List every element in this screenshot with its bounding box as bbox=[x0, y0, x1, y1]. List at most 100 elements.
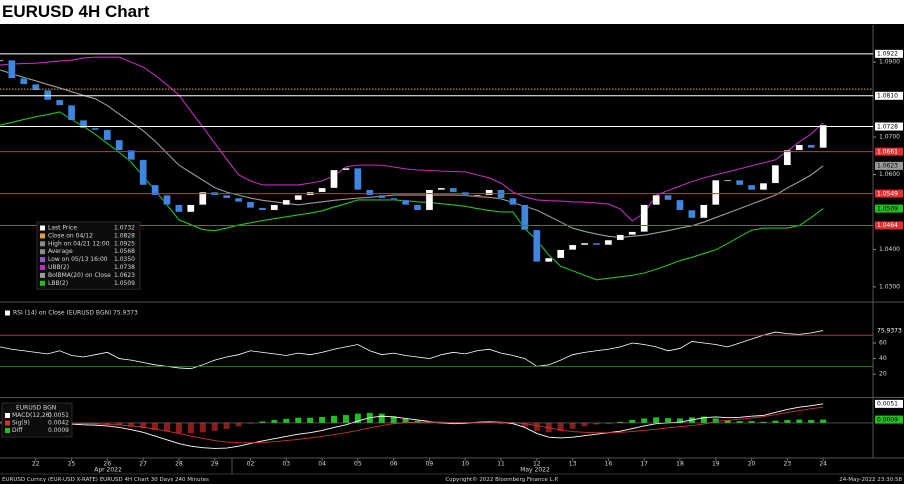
candle bbox=[55, 99, 64, 106]
candle bbox=[747, 184, 756, 191]
candle bbox=[187, 204, 195, 213]
value-box-label: 0.0009 bbox=[877, 416, 898, 423]
diff-bar bbox=[211, 422, 218, 431]
legend-value: 0.0042 bbox=[48, 420, 69, 427]
candle bbox=[557, 249, 565, 259]
diff-bar bbox=[342, 415, 349, 423]
candle bbox=[175, 204, 183, 213]
legend-value: 1.0828 bbox=[114, 232, 135, 239]
x-tick-label: 11 bbox=[497, 461, 505, 468]
value-box-label: 1.0464 bbox=[877, 222, 898, 229]
candle bbox=[640, 204, 648, 232]
x-tick-label: 04 bbox=[318, 461, 326, 468]
legend-box bbox=[1, 402, 73, 438]
candle bbox=[115, 139, 123, 151]
legend-label: MACD(12,26) bbox=[12, 412, 52, 419]
series-line bbox=[0, 330, 824, 370]
diff-bar bbox=[569, 422, 576, 429]
legend-swatch bbox=[5, 310, 10, 316]
value-box bbox=[875, 204, 903, 213]
candle bbox=[413, 204, 422, 211]
footer-copyright: Copyright© 2022 Bloomberg Finance L.P. bbox=[445, 476, 559, 483]
diff-bar bbox=[295, 417, 302, 423]
diff-bar bbox=[0, 422, 3, 424]
legend-swatch bbox=[40, 249, 45, 255]
candle bbox=[330, 169, 338, 189]
legend-swatch bbox=[5, 413, 10, 418]
x-tick-label: 03 bbox=[282, 461, 290, 468]
value-box bbox=[875, 122, 903, 131]
legend-label: Last Price bbox=[48, 225, 77, 232]
candle bbox=[342, 167, 350, 171]
value-box-label: 75.9373 bbox=[877, 327, 902, 334]
legend-swatch bbox=[40, 225, 45, 231]
candle bbox=[79, 120, 88, 129]
candle bbox=[294, 194, 302, 201]
value-box bbox=[875, 189, 903, 198]
legend-value: 1.0925 bbox=[114, 240, 135, 247]
candle bbox=[676, 199, 684, 211]
x-tick-label: 02 bbox=[247, 461, 255, 468]
diff-bar bbox=[533, 422, 540, 431]
legend-value: 1.0738 bbox=[114, 264, 135, 271]
x-tick-label: 26 bbox=[104, 461, 112, 468]
series-line bbox=[0, 111, 824, 281]
diff-bar bbox=[152, 422, 159, 431]
diff-bar bbox=[354, 413, 361, 423]
candle bbox=[485, 189, 493, 196]
x-tick-label: 29 bbox=[211, 461, 219, 468]
diff-bar bbox=[378, 413, 385, 423]
candle bbox=[604, 239, 613, 246]
legend-box bbox=[36, 221, 141, 290]
diff-bar bbox=[199, 422, 206, 433]
legend-label: High on 04/21 12:00 bbox=[48, 240, 110, 247]
candle bbox=[282, 199, 290, 205]
legend-swatch bbox=[40, 272, 45, 278]
candle bbox=[521, 204, 529, 231]
y-tick-label: 1.0900 bbox=[879, 59, 900, 66]
x-tick-label: 05 bbox=[354, 461, 362, 468]
candle bbox=[151, 184, 159, 196]
diff-bar bbox=[175, 422, 182, 434]
diff-bar bbox=[712, 418, 719, 423]
candle bbox=[700, 204, 708, 219]
candle bbox=[199, 191, 207, 205]
candle bbox=[783, 149, 791, 166]
diff-bar bbox=[748, 421, 755, 423]
plot-area bbox=[0, 403, 827, 449]
candle bbox=[664, 194, 672, 201]
legend-swatch bbox=[5, 428, 10, 433]
diff-bar bbox=[247, 422, 254, 424]
value-box-label: 1.0623 bbox=[877, 163, 898, 170]
x-tick-label: 25 bbox=[68, 461, 76, 468]
diff-bar bbox=[307, 417, 314, 423]
value-box bbox=[875, 147, 903, 156]
legend-swatch bbox=[40, 257, 45, 263]
candle bbox=[568, 244, 577, 250]
x-tick-label: 27 bbox=[139, 461, 147, 468]
x-tick-label: 13 bbox=[569, 461, 577, 468]
diff-bar bbox=[593, 422, 600, 425]
value-box bbox=[875, 326, 903, 335]
diff-bar bbox=[641, 418, 648, 423]
candle bbox=[533, 229, 541, 262]
candle bbox=[735, 179, 744, 186]
legend-value: 0.0009 bbox=[48, 427, 69, 434]
diff-bar bbox=[557, 422, 564, 431]
candle bbox=[222, 194, 231, 199]
candle bbox=[378, 194, 386, 199]
value-box-label: 1.0549 bbox=[877, 190, 898, 197]
diff-bar bbox=[271, 419, 278, 423]
candle bbox=[234, 197, 243, 202]
diff-bar bbox=[772, 420, 779, 423]
x-tick-label: 06 bbox=[390, 461, 398, 468]
x-tick-label: 22 bbox=[32, 461, 40, 468]
candle bbox=[246, 201, 255, 208]
candle bbox=[401, 199, 410, 205]
period-label: Apr 2022 bbox=[94, 467, 122, 474]
footer-timestamp: 24-May-2022 23:30:58 bbox=[839, 477, 902, 483]
legend-value: 1.0350 bbox=[114, 256, 135, 263]
candle bbox=[139, 159, 147, 186]
series-line bbox=[0, 403, 824, 449]
